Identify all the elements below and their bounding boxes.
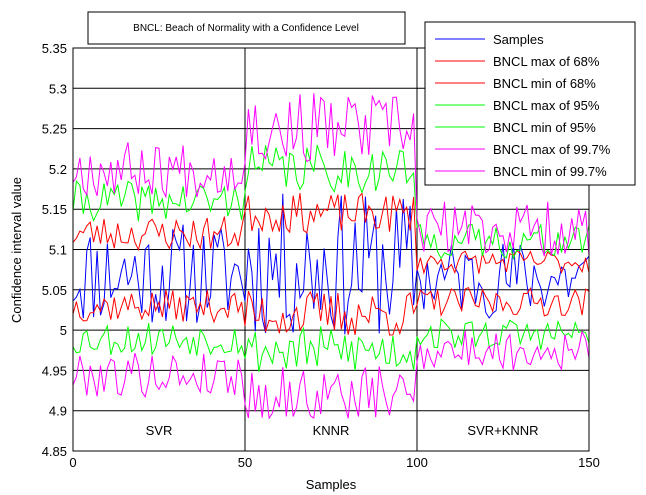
series-line (72, 193, 590, 335)
legend-box (424, 21, 636, 186)
x-tick-label: 100 (406, 455, 428, 470)
series-line (72, 191, 590, 275)
region-label: KNNR (313, 423, 350, 438)
legend-label: BNCL min of 68% (493, 76, 596, 91)
title-box (87, 11, 406, 45)
legend-label: BNCL min of 95% (493, 120, 596, 135)
region-layer: SVR KNNR SVR+KNNR (146, 423, 539, 438)
x-tick-label: 50 (238, 455, 252, 470)
chart-title: BNCL: Beach of Normality with a Confiden… (133, 23, 359, 34)
region-label: SVR+KNNR (467, 423, 538, 438)
y-tick-label: 4.95 (42, 363, 67, 378)
series-layer (72, 93, 590, 420)
legend-items: Samples BNCL max of 68% BNCL min of 68% BNC… (435, 32, 611, 179)
y-tick-label: 5.25 (42, 122, 67, 137)
y-tick-label: 5.3 (49, 81, 67, 96)
series-line (72, 329, 590, 420)
y-axis-label: Confidence interval value (9, 177, 24, 323)
legend: Samples BNCL max of 68% BNCL min of 68% BNC… (424, 21, 636, 186)
y-tick-label: 5 (60, 323, 67, 338)
y-tick-label: 5.1 (49, 243, 67, 258)
legend-label: Samples (493, 32, 544, 47)
plot-frame (72, 47, 590, 452)
x-tick-label: 0 (69, 455, 76, 470)
y-tick-label: 5.15 (42, 202, 67, 217)
y-tick-label: 5.35 (42, 41, 67, 56)
series-line (72, 93, 590, 257)
tick-layer: 4.85 4.9 4.95 5 5.05 5.1 5.15 5.2 5.25 5.3 5.35 0 50… (42, 41, 600, 470)
y-tick-label: 4.9 (49, 404, 67, 419)
legend-label: BNCL max of 68% (493, 54, 600, 69)
y-tick-label: 4.85 (42, 444, 67, 459)
series-line (72, 286, 590, 336)
legend-label: BNCL max of 99.7% (493, 142, 611, 157)
legend-label: BNCL min of 99.7% (493, 164, 607, 179)
series-line (72, 144, 590, 261)
series-line (72, 318, 590, 372)
y-tick-label: 5.05 (42, 283, 67, 298)
x-axis-label: Samples (306, 477, 357, 492)
y-tick-label: 5.2 (49, 162, 67, 177)
legend-label: BNCL max of 95% (493, 98, 600, 113)
region-label: SVR (146, 423, 173, 438)
x-tick-label: 150 (578, 455, 600, 470)
